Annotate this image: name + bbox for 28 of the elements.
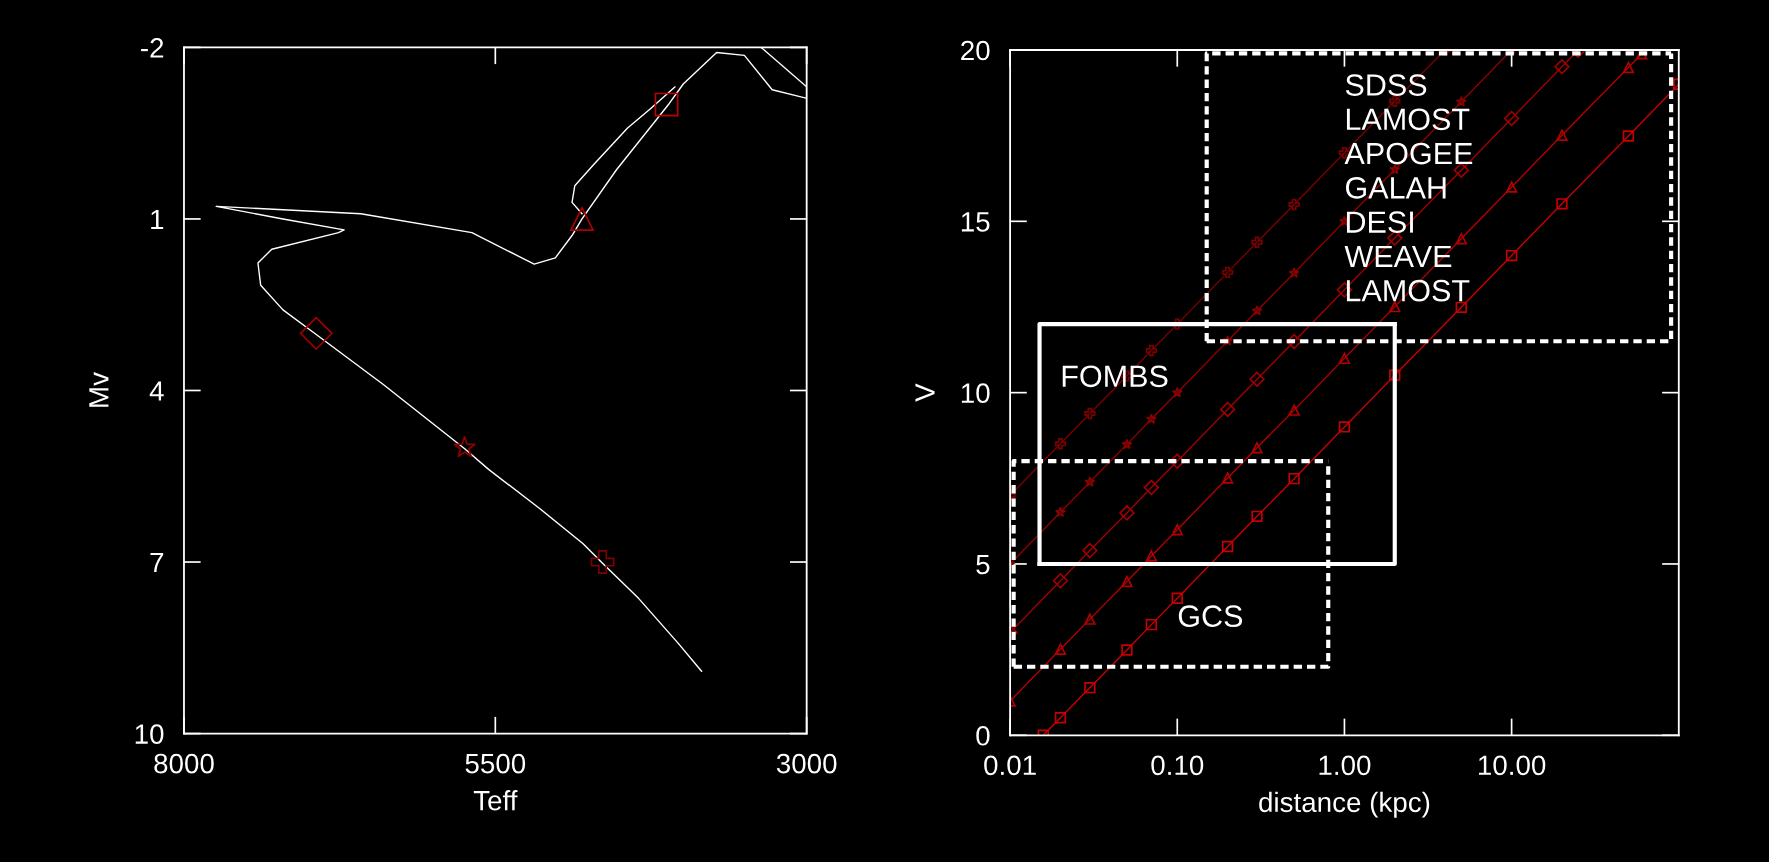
y-axis-title: Mv [89, 372, 109, 407]
y-tick-label: 10 [135, 724, 164, 744]
annotation: FOMBS [1062, 365, 1168, 388]
y-tick-label: 15 [961, 212, 990, 232]
y-tick-label: -2 [141, 38, 164, 58]
y-axis-title: V [915, 383, 935, 402]
y-tick-label: 7 [150, 552, 164, 573]
annotation: GCS [1178, 605, 1243, 627]
y-tick-label: 10 [961, 383, 990, 403]
x-tick-label: 3000 [776, 753, 837, 774]
x-tick-label: 5500 [465, 753, 526, 774]
x-tick-label: 10.00 [1478, 755, 1546, 776]
y-tick-label: 20 [961, 40, 990, 61]
annotation: GALAH [1345, 177, 1446, 199]
x-tick-label: 0.01 [984, 755, 1036, 776]
x-tick-label: 8000 [154, 753, 214, 774]
annotation: APOGEE [1344, 142, 1473, 165]
x-tick-label: 0.10 [1151, 755, 1204, 776]
y-tick-label: 4 [149, 381, 164, 401]
x-axis-title: Teff [473, 790, 518, 811]
annotation: LAMOST [1346, 108, 1470, 131]
x-axis-title: distance (kpc) [1259, 791, 1430, 818]
y-tick-label: 0 [976, 725, 990, 746]
x-tick-label: 1.00 [1319, 755, 1371, 776]
y-tick-label: 5 [976, 554, 990, 575]
y-tick-label: 1 [151, 209, 164, 230]
annotation: SDSS [1345, 74, 1427, 96]
annotation: DESI [1346, 211, 1413, 233]
